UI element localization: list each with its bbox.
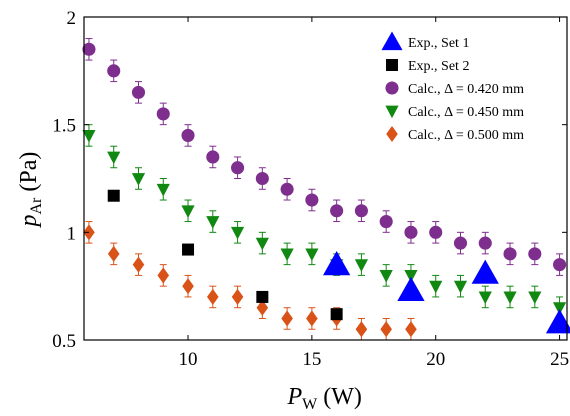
- x-tick-label: 25: [550, 349, 569, 370]
- legend-label: Calc., Δ = 0.500 mm: [408, 128, 524, 143]
- data-point: [503, 247, 517, 261]
- data-point: [305, 193, 319, 207]
- plot-frame: [83, 16, 568, 341]
- data-point: [206, 216, 220, 229]
- y-tick-label: 2: [67, 8, 77, 29]
- data-point: [107, 245, 120, 262]
- y-tick-label: 1: [67, 223, 77, 244]
- data-point: [280, 182, 294, 196]
- data-point: [82, 130, 96, 143]
- data-point: [281, 310, 293, 327]
- data-point: [132, 256, 145, 273]
- data-point: [355, 321, 368, 338]
- data-point: [429, 225, 443, 239]
- data-point: [255, 237, 269, 251]
- series-0: [323, 250, 570, 334]
- data-point: [323, 250, 351, 276]
- series-2: [82, 38, 567, 276]
- data-point: [545, 309, 570, 334]
- data-point: [156, 107, 170, 121]
- data-point: [107, 64, 121, 78]
- data-point: [305, 248, 319, 262]
- legend-marker: [386, 59, 398, 71]
- data-point: [405, 321, 417, 338]
- x-axis-title: PW (W): [287, 384, 362, 413]
- legend-marker: [381, 31, 403, 51]
- data-point: [528, 291, 542, 305]
- data-point: [206, 150, 220, 164]
- data-point: [471, 259, 499, 284]
- data-point: [453, 280, 468, 294]
- data-point: [330, 204, 344, 218]
- legend-marker: [385, 81, 399, 95]
- data-point: [256, 299, 269, 316]
- legend: Exp., Set 1 Exp., Set 2 Calc., Δ = 0.420 m…: [381, 31, 524, 143]
- legend-marker: [385, 105, 399, 119]
- y-tick-label: 0.5: [52, 331, 76, 352]
- y-axis-unit: (Pa): [16, 152, 42, 192]
- y-axis-symbol: p: [16, 215, 42, 229]
- data-point: [330, 308, 343, 321]
- legend-label: Exp., Set 2: [408, 59, 469, 74]
- data-point: [181, 128, 195, 142]
- legend-label: Calc., Δ = 0.450 mm: [408, 105, 524, 120]
- data-point: [256, 290, 269, 303]
- data-point: [453, 236, 468, 250]
- y-axis-subscript: Ar: [28, 197, 45, 215]
- series-4: [83, 221, 417, 341]
- data-point: [380, 321, 392, 338]
- data-point: [528, 247, 542, 261]
- data-point: [206, 288, 219, 305]
- data-point: [404, 225, 418, 239]
- data-point: [354, 259, 369, 272]
- x-tick-label: 15: [302, 349, 321, 370]
- data-point: [379, 270, 393, 283]
- x-tick-label: 20: [426, 349, 445, 370]
- x-axis-symbol: P: [287, 384, 303, 410]
- data-point: [157, 267, 170, 284]
- data-point: [553, 258, 567, 272]
- data-point: [429, 280, 443, 294]
- data-point: [379, 215, 393, 229]
- data-point: [280, 248, 294, 262]
- x-axis-unit: (W): [323, 384, 362, 410]
- data-point: [306, 310, 318, 327]
- data-point: [478, 291, 492, 305]
- data-point: [131, 173, 146, 186]
- data-point: [404, 270, 418, 283]
- y-tick-label: 1.5: [52, 116, 76, 137]
- x-axis-subscript: W: [302, 396, 318, 413]
- data-point: [107, 151, 121, 165]
- data-point: [107, 189, 120, 202]
- y-axis-title: pAr (Pa): [16, 152, 45, 229]
- data-point: [231, 288, 244, 305]
- data-point: [552, 302, 567, 315]
- data-point: [131, 85, 146, 99]
- data-point: [182, 243, 195, 256]
- data-point: [231, 161, 245, 175]
- series-1: [107, 189, 343, 321]
- data-point: [503, 291, 517, 305]
- data-point: [82, 42, 96, 56]
- data-point: [478, 236, 492, 250]
- x-tick-label: 10: [179, 349, 198, 370]
- data-point: [255, 171, 269, 186]
- data-point: [182, 278, 194, 295]
- data-point: [181, 205, 195, 218]
- legend-label: Calc., Δ = 0.420 mm: [408, 82, 524, 97]
- data-point: [397, 276, 425, 302]
- legend-label: Exp., Set 1: [408, 36, 469, 51]
- axis-ticks: 10 15 20 25 0.5 1 1.5 2: [52, 8, 569, 370]
- series-3: [82, 124, 567, 319]
- legend-marker: [386, 125, 398, 143]
- data-point: [354, 204, 368, 218]
- data-point: [156, 183, 170, 197]
- data-point: [230, 226, 245, 240]
